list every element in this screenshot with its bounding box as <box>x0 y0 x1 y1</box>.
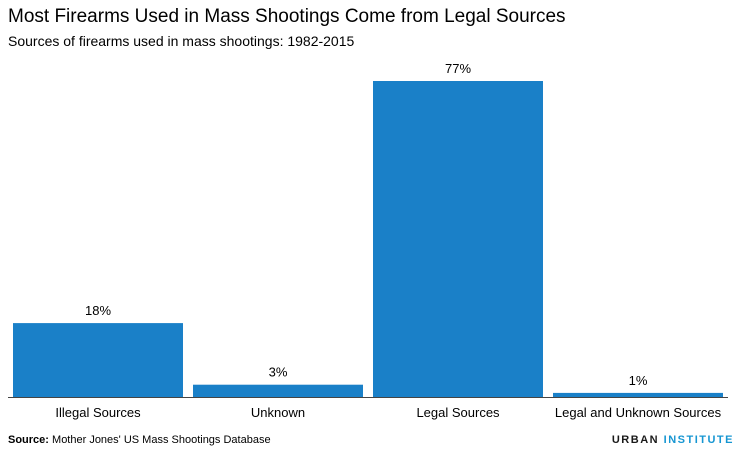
source-text: Mother Jones' US Mass Shootings Database <box>48 434 271 446</box>
chart-subtitle: Sources of firearms used in mass shootin… <box>8 33 355 49</box>
chart-title: Most Firearms Used in Mass Shootings Com… <box>8 6 566 27</box>
category-label-illegal-sources: Illegal Sources <box>55 405 141 420</box>
value-label-legal-sources: 77% <box>445 61 471 76</box>
value-labels-group: 18% 3% 77% 1% <box>85 61 648 388</box>
value-label-legal-and-unknown-sources: 1% <box>629 373 648 388</box>
value-label-unknown: 3% <box>269 365 288 380</box>
bar-legal-sources <box>373 81 543 397</box>
category-label-unknown: Unknown <box>251 405 305 420</box>
source-note: Source: Mother Jones' US Mass Shootings … <box>8 433 271 447</box>
value-label-illegal-sources: 18% <box>85 303 111 318</box>
bar-unknown <box>193 384 363 397</box>
urban-institute-logo: URBAN INSTITUTE <box>612 433 734 447</box>
bars-group <box>13 81 723 397</box>
logo-institute-text: INSTITUTE <box>663 434 734 446</box>
category-label-legal-and-unknown-sources: Legal and Unknown Sources <box>555 405 722 420</box>
category-label-legal-sources: Legal Sources <box>416 405 500 420</box>
bar-legal-and-unknown-sources <box>553 392 723 397</box>
bar-illegal-sources <box>13 323 183 397</box>
category-labels-group: Illegal Sources Unknown Legal Sources Legal… <box>55 405 721 420</box>
source-label: Source: <box>8 434 49 446</box>
logo-urban-text: URBAN <box>611 434 660 446</box>
